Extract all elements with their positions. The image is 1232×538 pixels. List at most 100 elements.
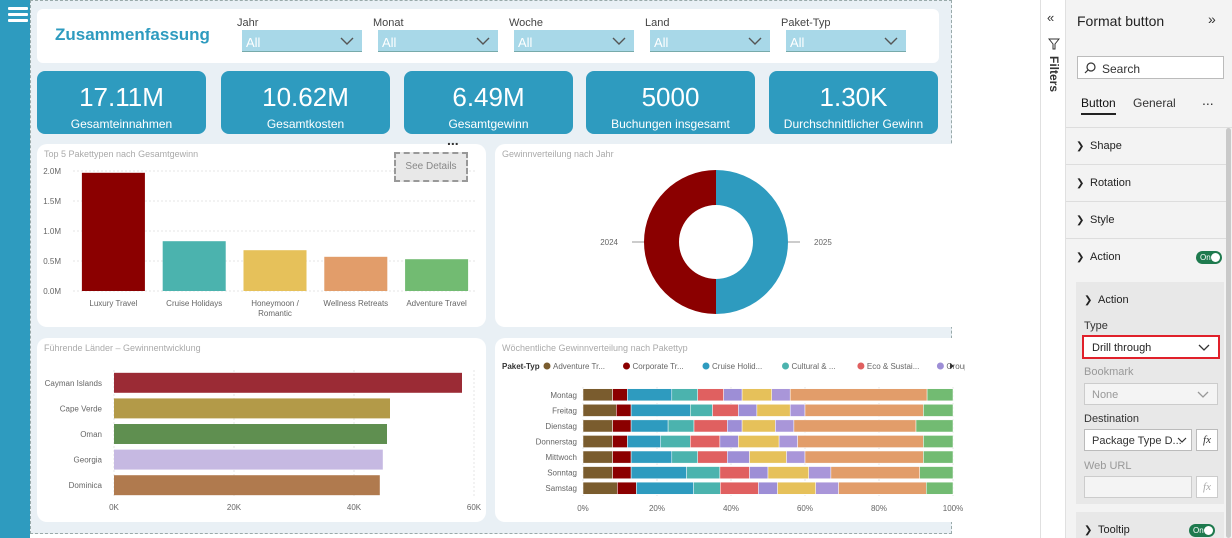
stacked-segment[interactable] <box>627 388 673 402</box>
stacked-segment[interactable] <box>660 435 691 448</box>
stacked-segment[interactable] <box>723 388 743 402</box>
action-toggle[interactable]: On <box>1196 251 1222 264</box>
stacked-segment[interactable] <box>612 388 628 402</box>
stacked-segment[interactable] <box>671 450 698 464</box>
stacked-segment[interactable] <box>727 450 750 464</box>
stacked-segment[interactable] <box>719 466 750 479</box>
stacked-segment[interactable] <box>804 404 924 417</box>
legend-entry[interactable]: Cultural & ... <box>792 362 836 371</box>
stacked-segment[interactable] <box>926 388 954 402</box>
filters-pane-collapsed[interactable]: « Filters <box>1040 0 1066 538</box>
stacked-segment[interactable] <box>741 419 776 433</box>
bar[interactable] <box>405 259 469 291</box>
stacked-segment[interactable] <box>693 419 728 433</box>
stacked-segment[interactable] <box>582 466 613 479</box>
stacked-segment[interactable] <box>582 481 618 495</box>
stacked-segment[interactable] <box>838 481 927 495</box>
destination-dropdown[interactable]: Package Type D... <box>1084 429 1192 451</box>
stacked-segment[interactable] <box>612 419 632 433</box>
stacked-segment[interactable] <box>697 388 724 402</box>
expand-chevron-icon[interactable]: » <box>1208 11 1216 27</box>
stacked-segment[interactable] <box>697 450 728 464</box>
stacked-segment[interactable] <box>612 450 632 464</box>
section-tooltip[interactable]: ❯ Tooltip <box>1084 524 1130 536</box>
collapse-chevron-icon[interactable]: « <box>1047 10 1055 25</box>
stacked-segment[interactable] <box>789 404 806 417</box>
legend-entry[interactable]: Group Tours <box>946 362 965 371</box>
stacked-segment[interactable] <box>616 404 632 417</box>
stacked-segment[interactable] <box>771 388 791 402</box>
stacked-segment[interactable] <box>582 419 613 433</box>
stacked-segment[interactable] <box>926 481 954 495</box>
stacked-segment[interactable] <box>582 435 613 448</box>
stacked-segment[interactable] <box>627 435 661 448</box>
stacked-segment[interactable] <box>582 388 613 402</box>
more-options-icon[interactable]: ... <box>1202 92 1214 108</box>
stacked-segment[interactable] <box>749 450 787 464</box>
hbar[interactable] <box>114 372 462 393</box>
slicer-dropdown-2[interactable]: All <box>514 30 634 52</box>
stacked-segment[interactable] <box>727 419 743 433</box>
stacked-segment[interactable] <box>775 419 795 433</box>
stacked-segment[interactable] <box>778 435 798 448</box>
stacked-segment[interactable] <box>804 450 924 464</box>
stacked-segment[interactable] <box>793 419 917 433</box>
hbar[interactable] <box>114 424 387 444</box>
donut-slice[interactable] <box>644 170 716 314</box>
stacked-segment[interactable] <box>786 450 806 464</box>
stacked-segment[interactable] <box>756 404 791 417</box>
more-options-icon[interactable]: ... <box>447 132 459 148</box>
stacked-segment[interactable] <box>789 388 928 402</box>
stacked-segment[interactable] <box>690 404 713 417</box>
legend-next-icon[interactable] <box>950 363 954 369</box>
legend-entry[interactable]: Eco & Sustai... <box>867 362 919 371</box>
stacked-segment[interactable] <box>630 466 687 479</box>
stacked-segment[interactable] <box>923 435 954 448</box>
stacked-segment[interactable] <box>630 450 673 464</box>
stacked-segment[interactable] <box>636 481 694 495</box>
type-dropdown[interactable]: Drill through <box>1082 335 1220 359</box>
tooltip-toggle[interactable]: On <box>1189 524 1215 537</box>
stacked-segment[interactable] <box>808 466 832 479</box>
destination-fx-button[interactable]: fx <box>1196 429 1218 451</box>
stacked-segment[interactable] <box>923 404 954 417</box>
stacked-segment[interactable] <box>741 388 772 402</box>
stacked-segment[interactable] <box>630 419 669 433</box>
stacked-segment[interactable] <box>797 435 924 448</box>
hbar[interactable] <box>114 398 390 419</box>
stacked-segment[interactable] <box>749 466 769 479</box>
stacked-segment[interactable] <box>738 435 780 448</box>
legend-entry[interactable]: Adventure Tr... <box>553 362 605 371</box>
tab-button[interactable]: Button <box>1081 96 1116 115</box>
stacked-segment[interactable] <box>720 481 759 495</box>
stacked-segment[interactable] <box>667 419 695 433</box>
donut-slice[interactable] <box>716 170 788 314</box>
stacked-segment[interactable] <box>777 481 816 495</box>
slicer-dropdown-4[interactable]: All <box>786 30 906 52</box>
bar[interactable] <box>324 256 388 291</box>
stacked-segment[interactable] <box>671 388 698 402</box>
stacked-segment[interactable] <box>693 481 721 495</box>
slicer-dropdown-1[interactable]: All <box>378 30 498 52</box>
section-style[interactable]: ❯ Style <box>1076 214 1114 226</box>
hamburger-menu-icon[interactable] <box>8 4 28 24</box>
stacked-segment[interactable] <box>582 450 613 464</box>
stacked-segment[interactable] <box>630 404 691 417</box>
stacked-segment[interactable] <box>738 404 758 417</box>
hbar[interactable] <box>114 475 380 496</box>
stacked-segment[interactable] <box>719 435 739 448</box>
legend-entry[interactable]: Corporate Tr... <box>633 362 684 371</box>
stacked-segment[interactable] <box>758 481 778 495</box>
stacked-segment[interactable] <box>815 481 839 495</box>
stacked-segment[interactable] <box>686 466 721 479</box>
slicer-dropdown-0[interactable]: All <box>242 30 362 52</box>
stacked-segment[interactable] <box>582 404 617 417</box>
stacked-segment[interactable] <box>617 481 637 495</box>
stacked-segment[interactable] <box>612 435 628 448</box>
section-rotation[interactable]: ❯ Rotation <box>1076 177 1131 189</box>
legend-entry[interactable]: Cruise Holid... <box>712 362 762 371</box>
section-shape[interactable]: ❯ Shape <box>1076 140 1122 152</box>
stacked-segment[interactable] <box>830 466 920 479</box>
bar[interactable] <box>81 172 145 291</box>
format-pane-scrollbar[interactable] <box>1226 128 1231 538</box>
